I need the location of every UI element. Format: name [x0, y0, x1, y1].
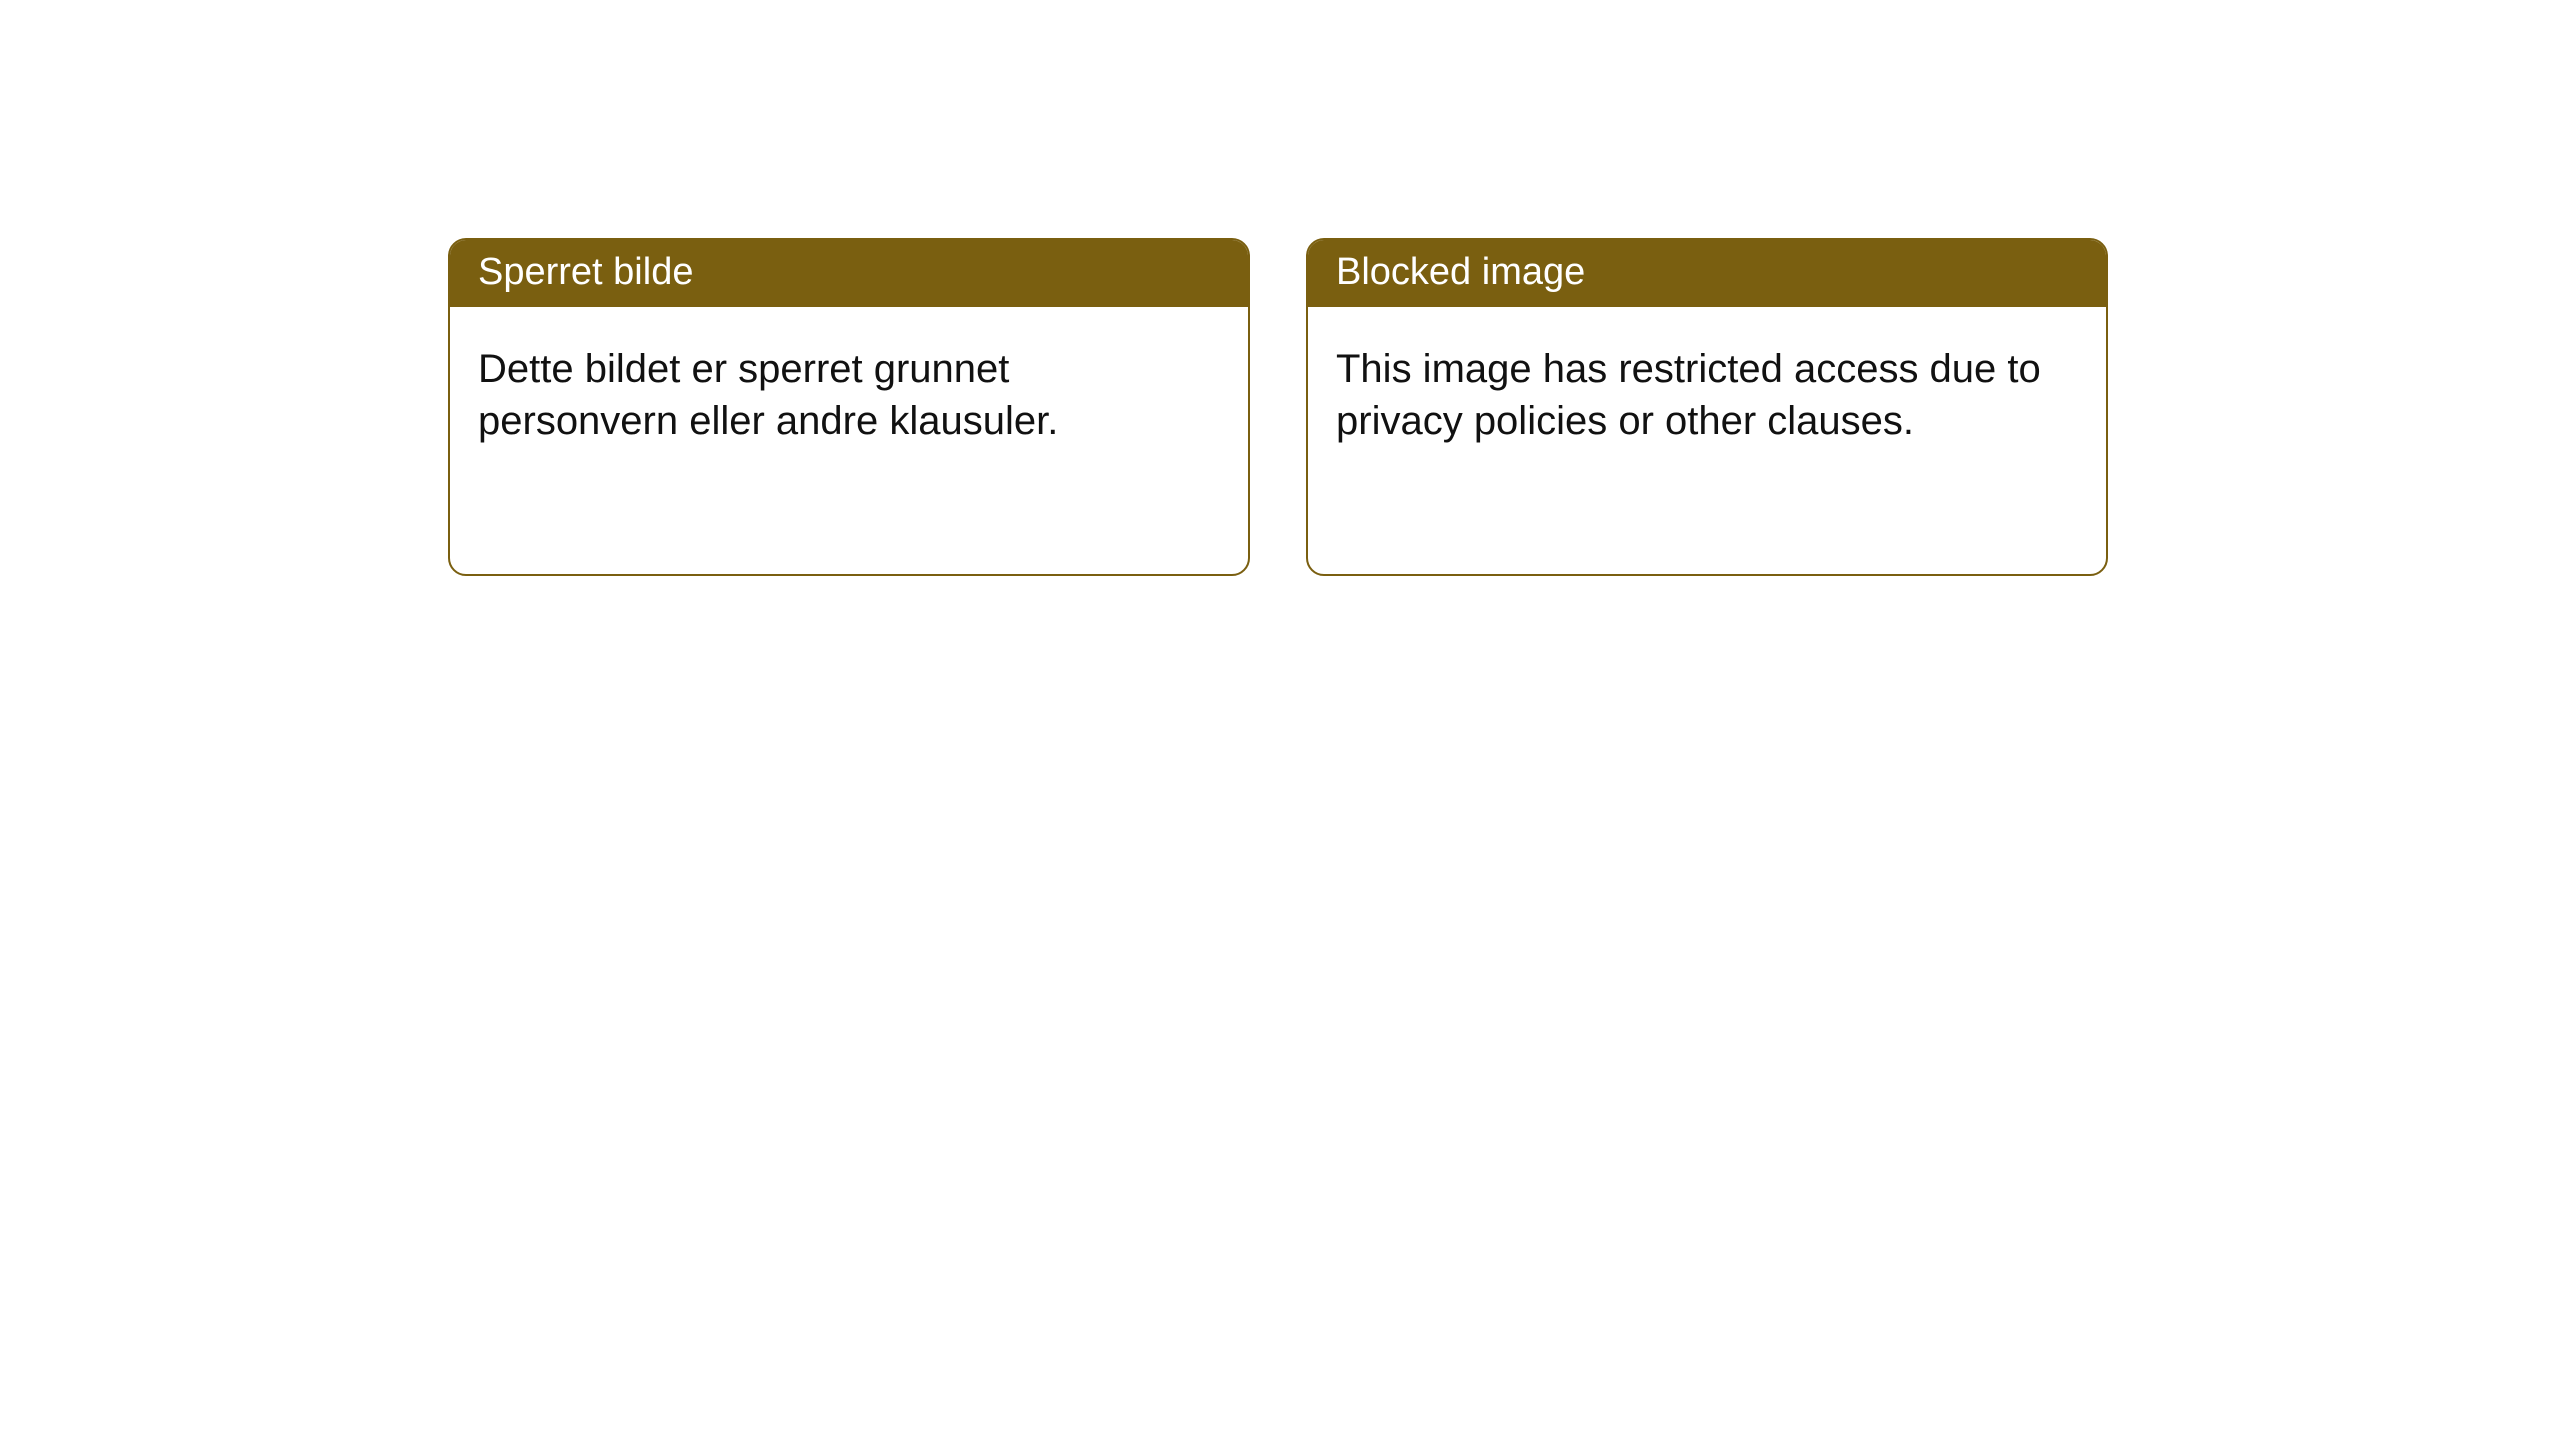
notice-card-english: Blocked image This image has restricted …: [1306, 238, 2108, 576]
notice-title-norwegian: Sperret bilde: [450, 240, 1248, 307]
notice-card-norwegian: Sperret bilde Dette bildet er sperret gr…: [448, 238, 1250, 576]
notice-message-english: This image has restricted access due to …: [1308, 307, 2106, 574]
notice-title-english: Blocked image: [1308, 240, 2106, 307]
notice-message-norwegian: Dette bildet er sperret grunnet personve…: [450, 307, 1248, 574]
notice-container: Sperret bilde Dette bildet er sperret gr…: [448, 238, 2108, 576]
